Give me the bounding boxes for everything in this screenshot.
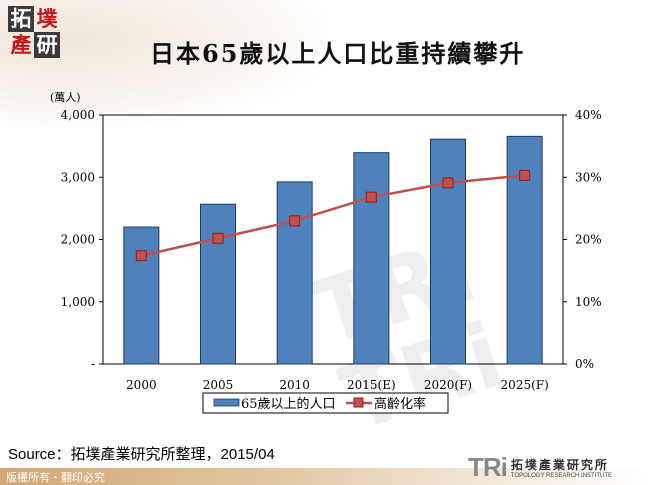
background-map bbox=[0, 0, 330, 130]
logo-char: 墣 bbox=[36, 7, 58, 31]
bar-series bbox=[123, 135, 543, 365]
source-note: Source：拓墣產業研究所整理，2015/04 bbox=[8, 446, 275, 463]
org-name-en: TOPOLOGY RESEARCH INSTITUTE bbox=[510, 473, 613, 479]
x-tick-label: 2025(F) bbox=[501, 378, 549, 392]
line-series bbox=[135, 169, 531, 262]
y2-tick-label: 0% bbox=[575, 357, 594, 371]
copyright-text: 版權所有・翻印必究 bbox=[6, 471, 105, 484]
bar bbox=[200, 203, 236, 365]
y-axis-unit-label: (萬人) bbox=[50, 91, 81, 104]
right-axis-ticks: 0% 10% 20% 30% 40% bbox=[563, 108, 602, 371]
line-marker bbox=[289, 215, 301, 227]
org-mark: TRi bbox=[468, 452, 508, 482]
line-marker bbox=[365, 191, 377, 203]
logo-char: 研 bbox=[34, 32, 60, 58]
x-tick-label: 2000 bbox=[126, 378, 157, 392]
x-tick-label: 2010 bbox=[279, 378, 310, 392]
y-tick-label: 1,000 bbox=[61, 295, 95, 309]
logo-char: 拓 bbox=[8, 6, 34, 32]
x-tick-label: 2020(F) bbox=[424, 378, 472, 392]
x-tick-label: 2015(E) bbox=[347, 378, 396, 392]
legend-marker-icon bbox=[353, 397, 364, 408]
slide-title: 日本65歲以上人口比重持續攀升 bbox=[150, 39, 526, 68]
plot-area bbox=[102, 114, 564, 365]
y2-tick-label: 10% bbox=[575, 295, 602, 309]
line-marker bbox=[135, 250, 147, 262]
x-tick-label: 2005 bbox=[203, 378, 234, 392]
y2-tick-label: 40% bbox=[575, 108, 602, 122]
y2-tick-label: 30% bbox=[575, 170, 602, 184]
legend-bar-swatch bbox=[213, 398, 240, 407]
footer-bar bbox=[0, 468, 650, 485]
bar bbox=[276, 181, 313, 365]
bar bbox=[353, 152, 390, 365]
y-tick-label: 4,000 bbox=[61, 108, 95, 122]
legend: 65歲以上的人口 高齡化率 bbox=[202, 392, 449, 414]
line-marker bbox=[442, 177, 454, 189]
line-marker bbox=[212, 232, 224, 244]
y-tick-label: - bbox=[91, 357, 95, 371]
y-tick-label: 3,000 bbox=[61, 170, 95, 184]
legend-bar-label: 65歲以上的人口 bbox=[241, 396, 336, 412]
bar bbox=[123, 226, 160, 365]
x-axis-labels: 2000 2005 2010 2015(E) 2020(F) 2025(F) bbox=[126, 378, 549, 392]
chart: (萬人) - 1,000 2,000 3,000 4,000 0% 10% 20% 30% 40… bbox=[50, 91, 602, 414]
line-marker bbox=[519, 169, 531, 181]
legend-line-label: 高齡化率 bbox=[374, 396, 426, 412]
left-axis-ticks: - 1,000 2,000 3,000 4,000 bbox=[61, 108, 103, 371]
logo-char: 產 bbox=[10, 33, 32, 57]
org-logo: TRi 拓墣產業研究所 TOPOLOGY RESEARCH INSTITUTE bbox=[468, 452, 612, 483]
y2-tick-label: 20% bbox=[575, 233, 602, 247]
bar bbox=[430, 138, 466, 365]
brand-logo: 拓 墣 產 研 bbox=[8, 6, 60, 58]
y-tick-label: 2,000 bbox=[61, 233, 95, 247]
org-name-cn: 拓墣產業研究所 bbox=[510, 458, 609, 472]
